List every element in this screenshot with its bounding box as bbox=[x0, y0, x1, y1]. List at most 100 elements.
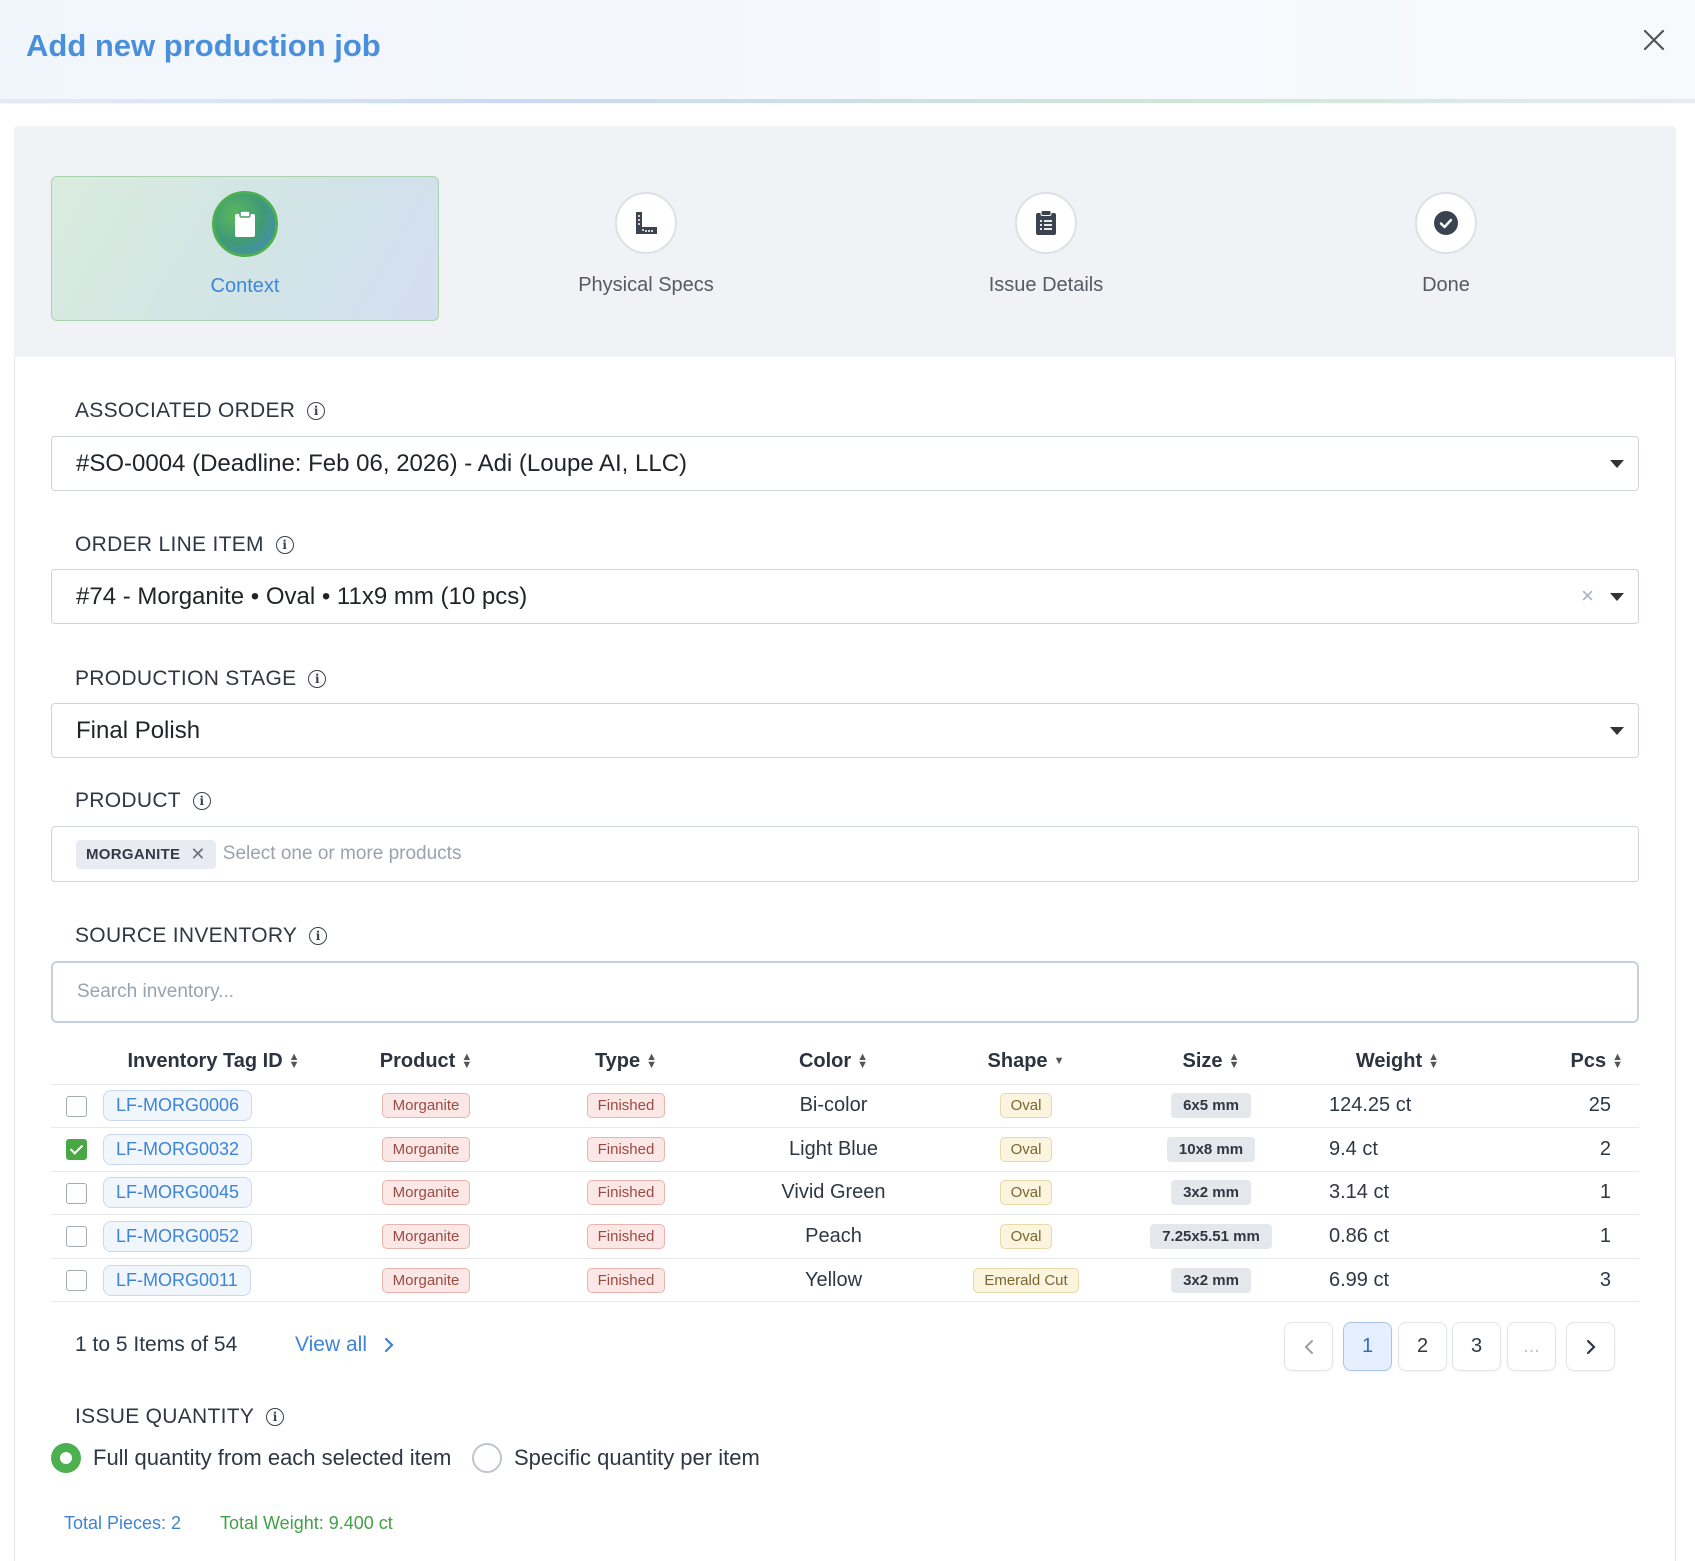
weight-cell: 124.25 ct bbox=[1311, 1084, 1479, 1129]
caret-down-icon bbox=[1610, 460, 1624, 468]
table-row[interactable]: LF-MORG0032 Morganite Finished Light Blue Ov… bbox=[51, 1127, 1639, 1172]
product-badge: Morganite bbox=[381, 1093, 471, 1119]
shape-badge: Emerald Cut bbox=[973, 1267, 1079, 1293]
product-cell: Morganite bbox=[326, 1127, 526, 1172]
info-icon[interactable]: i bbox=[307, 402, 326, 420]
pcs-cell: 3 bbox=[1479, 1258, 1639, 1303]
step-context[interactable]: Context bbox=[51, 176, 439, 321]
row-checkbox[interactable] bbox=[65, 1095, 87, 1117]
column-header[interactable]: Pcs ▲ ▼ bbox=[1479, 1039, 1639, 1085]
info-icon[interactable]: i bbox=[192, 792, 211, 810]
tag-cell: LF-MORG0006 bbox=[101, 1084, 326, 1129]
inventory-table: Inventory Tag ID ▲ ▼ Product ▲ ▼ Type ▲ ▼ Colo… bbox=[51, 1039, 1639, 1303]
page-button-2[interactable]: 2 bbox=[1398, 1322, 1447, 1371]
table-row[interactable]: LF-MORG0045 Morganite Finished Vivid Green O… bbox=[51, 1171, 1639, 1216]
production-stage-select[interactable]: Final Polish bbox=[51, 703, 1639, 758]
table-row[interactable]: LF-MORG0052 Morganite Finished Peach Oval 7.2… bbox=[51, 1214, 1639, 1259]
pcs-cell: 2 bbox=[1479, 1127, 1639, 1172]
product-badge: Morganite bbox=[381, 1180, 471, 1206]
shape-cell: Oval bbox=[941, 1127, 1111, 1172]
next-page-button[interactable] bbox=[1566, 1322, 1615, 1371]
column-header[interactable]: Product ▲ ▼ bbox=[326, 1039, 526, 1085]
remove-chip-icon[interactable]: ✕ bbox=[190, 843, 206, 864]
close-button[interactable] bbox=[1636, 22, 1672, 58]
radio-button[interactable] bbox=[472, 1443, 502, 1473]
radio-full-quantity[interactable]: Full quantity from each selected item bbox=[51, 1443, 451, 1473]
size-cell: 10x8 mm bbox=[1111, 1127, 1311, 1172]
view-all-label: View all bbox=[295, 1333, 367, 1356]
sort-icon: ▲ ▼ bbox=[288, 1051, 300, 1072]
product-chip: MORGANITE ✕ bbox=[76, 839, 216, 869]
clear-icon[interactable]: × bbox=[1581, 583, 1594, 608]
column-header[interactable]: Weight ▲ ▼ bbox=[1311, 1039, 1479, 1085]
production-stage-label: PRODUCTION STAGE i bbox=[75, 667, 327, 691]
product-label: PRODUCT i bbox=[75, 789, 211, 813]
inventory-tag-link[interactable]: LF-MORG0032 bbox=[103, 1133, 253, 1165]
type-badge: Finished bbox=[586, 1267, 666, 1293]
list-clipboard-icon bbox=[1036, 210, 1056, 235]
step-circle bbox=[212, 191, 278, 257]
weight-cell: 3.14 ct bbox=[1311, 1171, 1479, 1216]
row-checkbox[interactable] bbox=[65, 1182, 87, 1204]
order-line-item-select[interactable]: #74 - Morganite • Oval • 11x9 mm (10 pcs… bbox=[51, 569, 1639, 624]
tag-cell: LF-MORG0011 bbox=[101, 1258, 326, 1303]
step-circle bbox=[615, 192, 677, 254]
caret-down-icon bbox=[1610, 593, 1624, 601]
product-badge: Morganite bbox=[381, 1267, 471, 1293]
label-text: ASSOCIATED ORDER bbox=[75, 399, 296, 422]
row-checkbox[interactable] bbox=[65, 1269, 87, 1291]
type-badge: Finished bbox=[586, 1180, 666, 1206]
color-cell: Vivid Green bbox=[726, 1171, 941, 1216]
page-button-3[interactable]: 3 bbox=[1452, 1322, 1501, 1371]
order-line-item-label: ORDER LINE ITEM i bbox=[75, 533, 294, 557]
select-cell bbox=[51, 1084, 101, 1129]
inventory-tag-link[interactable]: LF-MORG0011 bbox=[103, 1264, 251, 1296]
sort-icon: ▲ ▼ bbox=[646, 1051, 658, 1072]
label-text: ORDER LINE ITEM bbox=[75, 533, 264, 556]
inventory-tag-link[interactable]: LF-MORG0045 bbox=[103, 1177, 253, 1209]
info-icon[interactable]: i bbox=[308, 670, 327, 688]
step-physical-specs[interactable]: Physical Specs bbox=[452, 176, 840, 321]
info-icon[interactable]: i bbox=[266, 1408, 285, 1426]
sort-desc-icon: ▼ bbox=[1053, 1055, 1065, 1068]
check-circle-icon bbox=[1434, 211, 1458, 235]
radio-button[interactable] bbox=[51, 1443, 81, 1473]
column-header[interactable]: Color ▲ ▼ bbox=[726, 1039, 941, 1085]
page-ellipsis: ... bbox=[1507, 1322, 1556, 1371]
step-issue-details[interactable]: Issue Details bbox=[852, 176, 1240, 321]
tag-cell: LF-MORG0045 bbox=[101, 1171, 326, 1216]
column-header[interactable]: Type ▲ ▼ bbox=[526, 1039, 726, 1085]
page-button-1[interactable]: 1 bbox=[1343, 1322, 1392, 1371]
inventory-tag-link[interactable]: LF-MORG0006 bbox=[103, 1090, 253, 1122]
color-cell: Yellow bbox=[726, 1258, 941, 1303]
column-label: Color bbox=[798, 1049, 852, 1072]
pcs-cell: 1 bbox=[1479, 1214, 1639, 1259]
size-badge: 10x8 mm bbox=[1166, 1136, 1256, 1162]
row-checkbox[interactable] bbox=[65, 1139, 87, 1161]
inventory-tag-link[interactable]: LF-MORG0052 bbox=[103, 1221, 253, 1253]
chip-label: MORGANITE bbox=[86, 845, 181, 863]
column-header[interactable]: Inventory Tag ID ▲ ▼ bbox=[101, 1039, 326, 1085]
step-done[interactable]: Done bbox=[1252, 176, 1640, 321]
info-icon[interactable]: i bbox=[275, 536, 294, 554]
ruler-icon bbox=[636, 212, 657, 234]
inventory-search-input[interactable]: Search inventory... bbox=[51, 961, 1639, 1023]
row-checkbox[interactable] bbox=[65, 1226, 87, 1248]
pcs-cell: 25 bbox=[1479, 1084, 1639, 1129]
form-panel bbox=[14, 126, 1676, 1561]
chevron-right-icon bbox=[384, 1337, 394, 1353]
selected-value: #SO-0004 (Deadline: Feb 06, 2026) - Adi … bbox=[76, 449, 688, 477]
info-icon[interactable]: i bbox=[309, 927, 328, 945]
column-header[interactable]: Shape ▼ bbox=[941, 1039, 1111, 1085]
type-badge: Finished bbox=[586, 1136, 666, 1162]
radio-specific-quantity[interactable]: Specific quantity per item bbox=[472, 1443, 760, 1473]
associated-order-select[interactable]: #SO-0004 (Deadline: Feb 06, 2026) - Adi … bbox=[51, 436, 1639, 491]
prev-page-button[interactable] bbox=[1284, 1322, 1333, 1371]
table-row[interactable]: LF-MORG0006 Morganite Finished Bi-color Oval… bbox=[51, 1084, 1639, 1129]
color-cell: Light Blue bbox=[726, 1127, 941, 1172]
column-header[interactable]: Size ▲ ▼ bbox=[1111, 1039, 1311, 1085]
product-multiselect[interactable]: MORGANITE ✕ Select one or more products bbox=[51, 826, 1639, 882]
view-all-link[interactable]: View all bbox=[295, 1333, 399, 1357]
sort-icon: ▲ ▼ bbox=[1428, 1051, 1439, 1072]
table-row[interactable]: LF-MORG0011 Morganite Finished Yellow Emeral… bbox=[51, 1258, 1639, 1303]
